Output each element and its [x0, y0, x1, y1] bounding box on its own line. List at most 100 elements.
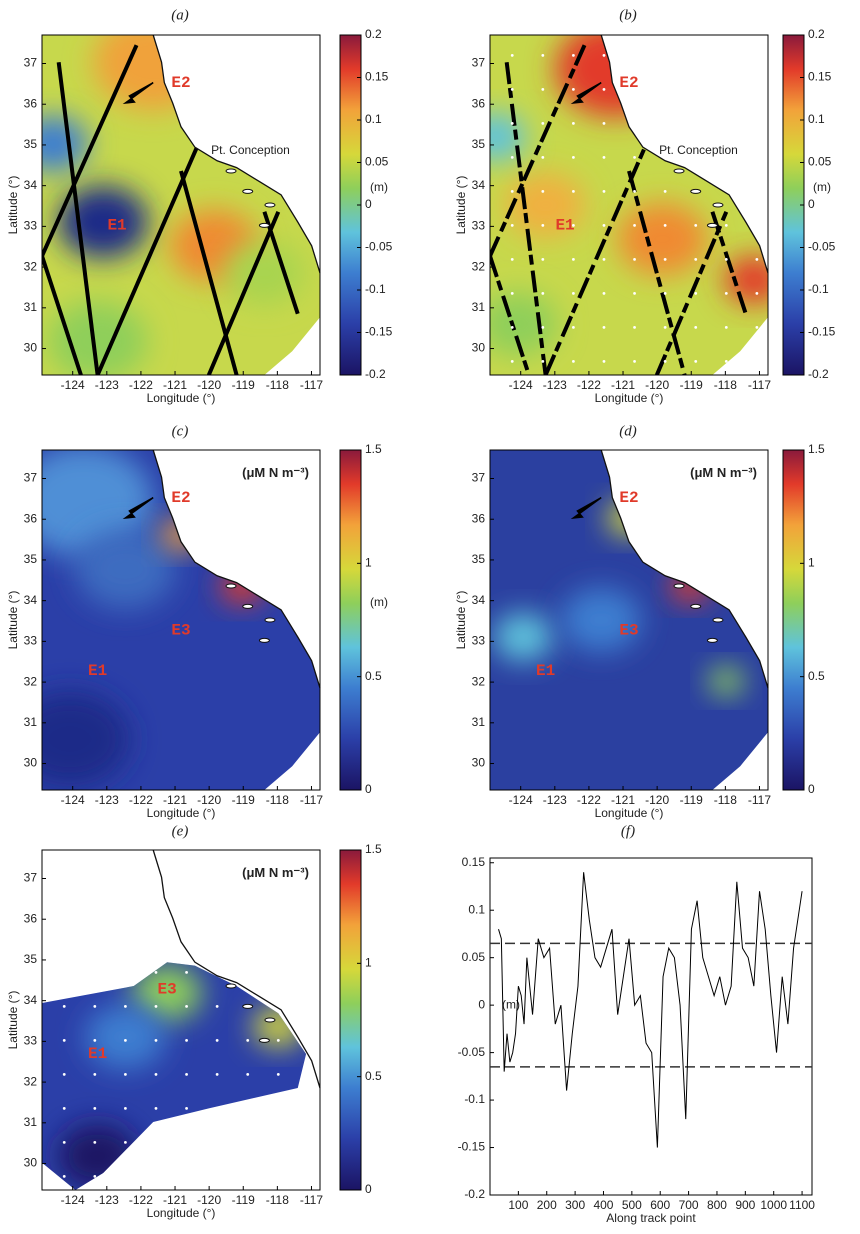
map-blob	[561, 588, 642, 652]
station	[602, 88, 606, 91]
y-tick-label: 30	[472, 756, 486, 770]
station	[572, 156, 575, 159]
station	[541, 360, 545, 363]
station	[510, 326, 514, 329]
station	[663, 190, 667, 193]
station	[663, 122, 667, 125]
x-axis-label: Longitude (°)	[147, 1206, 216, 1220]
x-tick-label: -122	[129, 1193, 153, 1207]
x-tick-label: 700	[679, 1198, 699, 1212]
station	[185, 1141, 188, 1144]
station	[663, 224, 667, 227]
colorbar-tick-label: 0	[808, 782, 815, 796]
station	[694, 122, 698, 125]
island	[673, 168, 685, 174]
station	[93, 1005, 97, 1008]
island	[264, 202, 276, 208]
y-axis-label: Latitude (°)	[6, 991, 20, 1050]
satellite-track	[710, 211, 748, 315]
station	[155, 869, 158, 872]
colorbar-tick-label: 0	[365, 1182, 372, 1196]
island	[673, 583, 685, 589]
satellite-track	[627, 170, 687, 375]
station	[124, 1107, 127, 1110]
x-tick-label: -124	[509, 793, 533, 807]
colorbar-tick-label: 1	[365, 556, 372, 570]
x-tick-label: -118	[714, 793, 737, 807]
plot-frame	[41, 849, 321, 1191]
station	[93, 903, 96, 906]
x-tick-label: -122	[577, 378, 601, 392]
station	[510, 54, 514, 57]
x-tick-label: -124	[509, 378, 533, 392]
station	[755, 224, 759, 227]
station	[755, 190, 759, 193]
annotation: E2	[171, 489, 190, 507]
x-tick-label: -120	[645, 793, 669, 807]
colorbar-tick-label: -0.15	[808, 325, 836, 339]
annotation: Pt. Conception	[211, 143, 290, 157]
station	[185, 1073, 188, 1076]
station	[62, 971, 66, 974]
y-tick-label: -0.15	[458, 1140, 486, 1154]
station	[541, 258, 545, 261]
colorbar-tick-label: -0.15	[365, 325, 393, 339]
colorbar-tick-label: -0.2	[808, 367, 829, 381]
colorbar-tick-label: 0.15	[365, 70, 389, 84]
station	[307, 903, 310, 906]
x-tick-label: -123	[95, 793, 119, 807]
y-tick-label: 37	[472, 56, 486, 70]
station	[185, 1107, 188, 1110]
annotation: E1	[555, 217, 574, 235]
panel-title: (c)	[172, 423, 189, 439]
y-tick-label: 37	[472, 471, 486, 485]
plot-frame	[489, 857, 813, 1196]
station	[62, 1107, 66, 1110]
coastline	[152, 34, 321, 274]
x-tick-label: 1000	[760, 1198, 787, 1212]
x-tick-label: -124	[61, 1193, 85, 1207]
station	[63, 937, 66, 940]
station	[185, 971, 188, 974]
y-tick-label: 35	[472, 552, 486, 566]
station	[277, 903, 280, 906]
map-blob	[58, 186, 149, 258]
colorbar-tick-label: 0.05	[808, 155, 832, 169]
y-tick-label: 37	[24, 56, 38, 70]
island	[712, 617, 724, 623]
map-field	[42, 35, 320, 375]
colorbar-tick-label: 1	[808, 556, 815, 570]
map-blob	[490, 292, 558, 356]
y-axis-label: Latitude (°)	[6, 176, 20, 235]
x-tick-label: 500	[622, 1198, 642, 1212]
map-blob	[42, 450, 154, 557]
station	[724, 326, 728, 329]
station	[93, 1039, 97, 1042]
coastline	[600, 34, 769, 274]
station	[307, 937, 310, 940]
station	[541, 122, 545, 125]
colorbar-tick-label: -0.05	[808, 240, 836, 254]
panel-title: (d)	[619, 423, 637, 439]
station	[124, 1175, 127, 1178]
annotation-arrow	[570, 81, 602, 105]
station	[633, 326, 636, 329]
y-tick-label: 34	[24, 993, 38, 1007]
station	[602, 156, 606, 159]
y-tick-label: 35	[24, 952, 38, 966]
station	[62, 1039, 66, 1042]
annotation: E1	[88, 662, 107, 680]
x-tick-label: -120	[197, 1193, 221, 1207]
y-tick-label: 32	[24, 259, 38, 273]
annotation-arrow	[570, 496, 602, 520]
y-axis-label: Latitude (°)	[454, 176, 468, 235]
annotation: E3	[619, 621, 638, 639]
station	[541, 88, 545, 91]
colorbar-tick-label: -0.1	[365, 282, 386, 296]
station	[246, 971, 250, 974]
station	[510, 258, 514, 261]
colorbar-tick-label: 0.5	[808, 669, 825, 683]
x-tick-label: 800	[707, 1198, 727, 1212]
annotation: (μM N m⁻³)	[242, 465, 309, 480]
map-blob	[42, 691, 130, 787]
